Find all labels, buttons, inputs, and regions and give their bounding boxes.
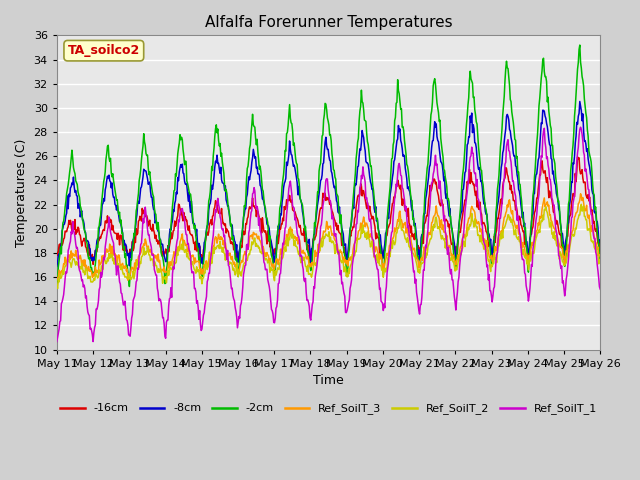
Title: Alfalfa Forerunner Temperatures: Alfalfa Forerunner Temperatures (205, 15, 452, 30)
X-axis label: Time: Time (313, 374, 344, 387)
Text: TA_soilco2: TA_soilco2 (68, 44, 140, 57)
Legend: -16cm, -8cm, -2cm, Ref_SoilT_3, Ref_SoilT_2, Ref_SoilT_1: -16cm, -8cm, -2cm, Ref_SoilT_3, Ref_Soil… (56, 399, 602, 419)
Y-axis label: Temperatures (C): Temperatures (C) (15, 138, 28, 247)
